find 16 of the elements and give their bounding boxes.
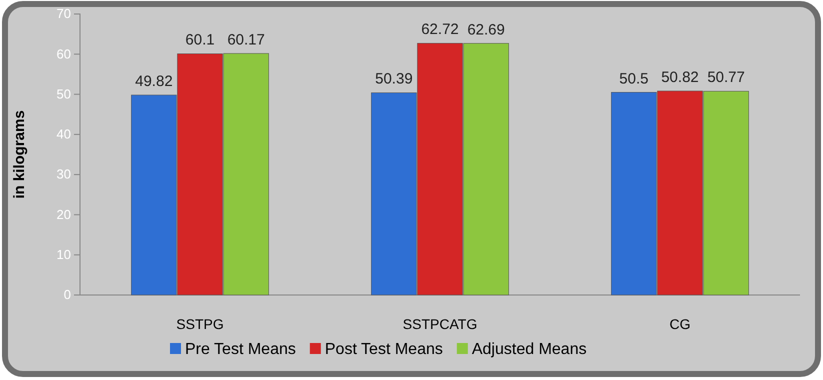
x-tick-label: CG <box>670 316 690 332</box>
data-label: 62.69 <box>467 21 505 38</box>
data-label: 49.82 <box>135 73 173 90</box>
data-label: 60.17 <box>227 31 265 48</box>
data-label: 50.77 <box>707 69 745 86</box>
legend-label: Adjusted Means <box>472 341 587 358</box>
x-tick-label: SSTPCATG <box>402 316 478 332</box>
data-label: 50.39 <box>375 70 413 88</box>
data-label: 60.1 <box>185 32 215 49</box>
data-label: 62.72 <box>421 21 459 38</box>
x-tick-label: SSTPG <box>176 316 224 332</box>
y-axis-title: in kilograms <box>11 110 28 199</box>
legend-label: Post Test Means <box>324 341 443 358</box>
data-label: 50.82 <box>661 68 699 86</box>
legend-label: Pre Test Means <box>185 341 296 358</box>
data-label: 50.5 <box>619 70 649 88</box>
